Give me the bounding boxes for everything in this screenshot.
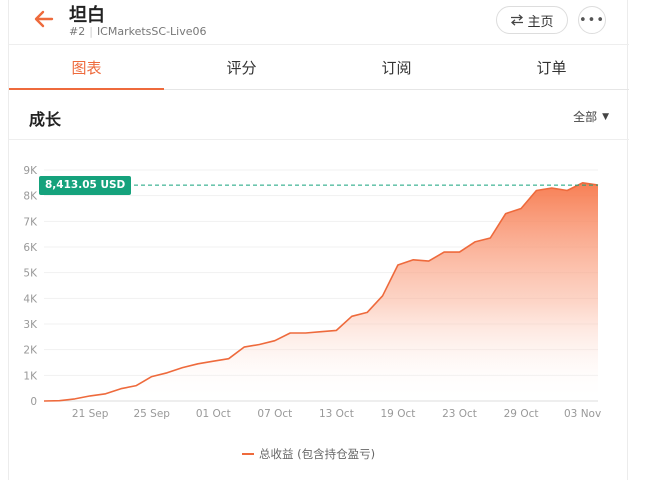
y-tick-label: 6K <box>23 242 38 254</box>
caret-down-icon: ▼ <box>602 111 609 122</box>
x-tick-label: 03 Nov <box>564 408 601 420</box>
x-tick-label: 23 Oct <box>442 408 477 420</box>
chart-legend[interactable]: 总收益 (包含持仓盈亏) <box>242 446 375 462</box>
legend-label: 总收益 (包含持仓盈亏) <box>259 447 376 461</box>
y-tick-label: 7K <box>23 216 38 228</box>
y-tick-label: 3K <box>23 319 38 331</box>
y-tick-label: 2K <box>23 345 38 357</box>
y-tick-label: 0 <box>30 396 37 408</box>
series-line <box>43 182 599 402</box>
y-tick-label: 1K <box>23 370 38 382</box>
chart-svg: 0 1K 2K 3K 4K 5K 6K 7K 8K 9K 21 Sep 25 Sep 01 Oct 07 … <box>23 165 601 420</box>
growth-chart[interactable]: 0 1K 2K 3K 4K 5K 6K 7K 8K 9K 21 Sep 25 Sep 01 Oct 07 … <box>0 140 646 480</box>
x-tick-label: 21 Sep <box>72 408 109 420</box>
y-tick-label: 8K <box>23 191 38 203</box>
home-button[interactable]: 主页 <box>496 6 568 34</box>
series-area <box>44 182 598 401</box>
tab-rating[interactable]: 评分 <box>226 58 257 77</box>
y-tick-label: 4K <box>23 293 38 305</box>
x-tick-label: 29 Oct <box>504 408 539 420</box>
tab-orders[interactable]: 订单 <box>536 58 567 77</box>
tab-subscribe[interactable]: 订阅 <box>381 58 412 77</box>
x-tick-label: 25 Sep <box>133 408 170 420</box>
x-tick-label: 19 Oct <box>381 408 416 420</box>
y-tick-label: 9K <box>23 165 38 177</box>
more-dots-icon: ••• <box>579 12 606 28</box>
more-options-button[interactable]: ••• <box>578 6 606 34</box>
back-arrow-icon[interactable] <box>33 8 55 30</box>
growth-section-header: 成长 全部 ▼ <box>9 90 629 140</box>
page-title: 坦白 <box>69 5 105 26</box>
x-tick-label: 13 Oct <box>319 408 354 420</box>
range-dropdown[interactable]: 全部 ▼ <box>573 108 609 125</box>
subtitle-divider: | <box>89 25 93 38</box>
account-subtitle: #2 | ICMarketsSC-Live06 <box>69 25 207 38</box>
home-button-label: 主页 <box>527 14 554 30</box>
current-value-badge: 8,413.05 USD <box>39 176 132 195</box>
x-tick-label: 07 Oct <box>257 408 292 420</box>
x-tick-label: 01 Oct <box>196 408 231 420</box>
tab-bar: 图表 评分 订阅 订单 <box>9 44 629 90</box>
header: 坦白 #2 | ICMarketsSC-Live06 主页 ••• <box>9 0 629 44</box>
y-tick-label: 5K <box>23 268 38 280</box>
legend-swatch <box>242 453 254 455</box>
server-name: ICMarketsSC-Live06 <box>96 25 207 38</box>
range-value: 全部 <box>573 110 598 124</box>
section-title: 成长 <box>29 110 62 129</box>
account-number: #2 <box>69 25 86 38</box>
tab-chart[interactable]: 图表 <box>9 45 164 90</box>
swap-icon <box>511 14 524 26</box>
